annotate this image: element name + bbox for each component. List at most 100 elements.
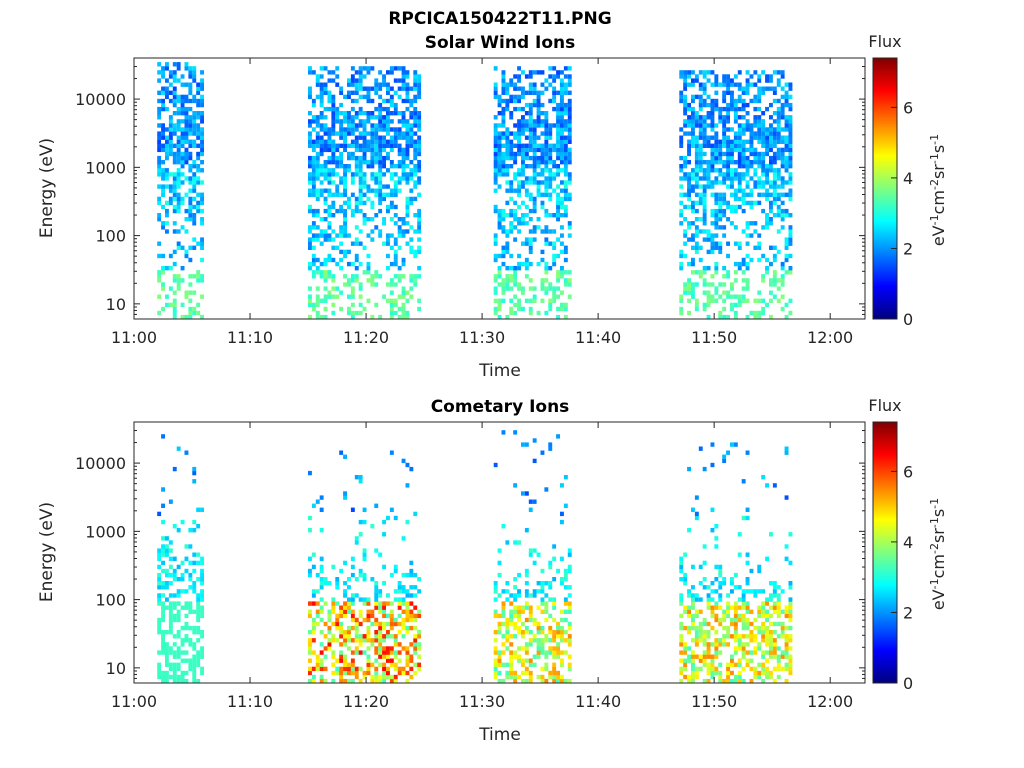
spectrogram-cell [718,597,723,602]
spectrogram-cell [347,638,351,643]
spectrogram-cell [311,70,316,75]
spectrogram-cell [560,674,564,680]
spectrogram-cell [691,245,695,250]
spectrogram-cell [358,638,363,643]
spectrogram-cell [698,123,703,128]
spectrogram-cell [501,290,506,295]
spectrogram-cell [509,78,514,83]
spectrogram-cell [331,257,336,263]
spectrogram-cell [323,164,328,169]
spectrogram-cell [730,442,734,447]
spectrogram-cell [745,450,750,455]
spectrogram-cell [765,638,769,643]
spectrogram-cell [165,147,169,153]
spectrogram-cell [401,221,406,226]
spectrogram-cell [509,225,514,230]
spectrogram-cell [509,94,514,100]
spectrogram-cell [556,286,560,291]
spectrogram-cell [389,261,394,267]
spectrogram-cell [698,634,703,639]
spectrogram-cell [745,621,750,627]
spectrogram-cell [737,634,742,639]
spectrogram-cell [532,589,537,594]
spectrogram-cell [733,634,738,639]
spectrogram-cell [753,634,758,639]
spectrogram-cell [757,605,762,610]
spectrogram-cell [556,654,560,659]
spectrogram-cell [493,208,498,214]
spectrogram-cell [311,564,316,570]
spectrogram-cell [563,630,568,635]
spectrogram-cell [714,605,719,610]
spectrogram-cell [192,306,197,312]
spectrogram-cell [788,94,793,100]
spectrogram-cell [343,613,347,619]
spectrogram-cell [393,662,398,667]
spectrogram-cell [521,213,525,218]
spectrogram-cell [378,172,383,177]
spectrogram-cell [757,310,762,316]
spectrogram-cell [702,302,707,308]
spectrogram-cell [196,601,201,606]
spectrogram-cell [726,102,730,108]
spectrogram-cell [536,119,541,124]
spectrogram-cell [192,70,197,75]
spectrogram-cell [524,180,529,185]
spectrogram-cell [556,74,560,79]
spectrogram-cell [397,630,402,635]
spectrogram-cell [780,282,785,287]
spectrogram-cell [509,278,514,283]
spectrogram-cell [714,544,719,549]
spectrogram-cell [524,491,529,496]
spectrogram-cell [335,658,340,663]
spectrogram-cell [753,131,758,136]
spectrogram-cell [710,147,715,153]
spectrogram-cell [726,642,730,647]
spectrogram-cell [343,143,347,148]
spectrogram-cell [745,515,750,521]
spectrogram-cell [524,572,529,578]
spectrogram-cell [378,176,383,181]
spectrogram-cell [386,131,390,136]
spectrogram-cell [354,98,359,104]
spectrogram-cell [517,217,521,222]
spectrogram-cell [702,86,707,91]
spectrogram-cell [505,188,510,193]
spectrogram-cell [331,634,336,639]
spectrogram-cell [788,172,793,177]
spectrogram-cell [706,135,711,140]
spectrogram-cell [501,524,506,529]
spectrogram-cell [765,302,769,308]
spectrogram-cell [718,192,723,197]
spectrogram-cell [730,658,734,663]
spectrogram-cell [726,184,730,189]
spectrogram-cell [737,188,742,193]
spectrogram-cell [517,119,521,124]
spectrogram-cell [401,98,406,104]
spectrogram-cell [335,119,340,124]
spectrogram-cell [521,70,525,75]
spectrogram-cell [741,270,746,275]
spectrogram-cell [528,662,533,667]
spectrogram-cell [366,90,371,95]
spectrogram-cell [350,123,355,128]
spectrogram-cell [532,225,537,230]
spectrogram-cell [180,151,185,157]
spectrogram-cell [687,115,691,120]
spectrogram-cell [417,237,422,242]
spectrogram-cell [339,241,344,246]
spectrogram-cell [691,188,695,193]
spectrogram-cell [308,160,312,165]
spectrogram-cell [335,155,340,161]
spectrogram-cell [710,221,715,226]
spectrogram-cell [366,188,371,193]
spectrogram-cell [772,111,777,116]
spectrogram-cell [501,678,506,684]
spectrogram-cell [319,585,324,590]
spectrogram-cell [389,70,394,75]
spectrogram-cell [776,184,781,189]
spectrogram-cell [691,564,695,570]
spectrogram-cell [698,654,703,659]
spectrogram-cell [556,151,560,157]
spectrogram-cell [714,160,719,165]
